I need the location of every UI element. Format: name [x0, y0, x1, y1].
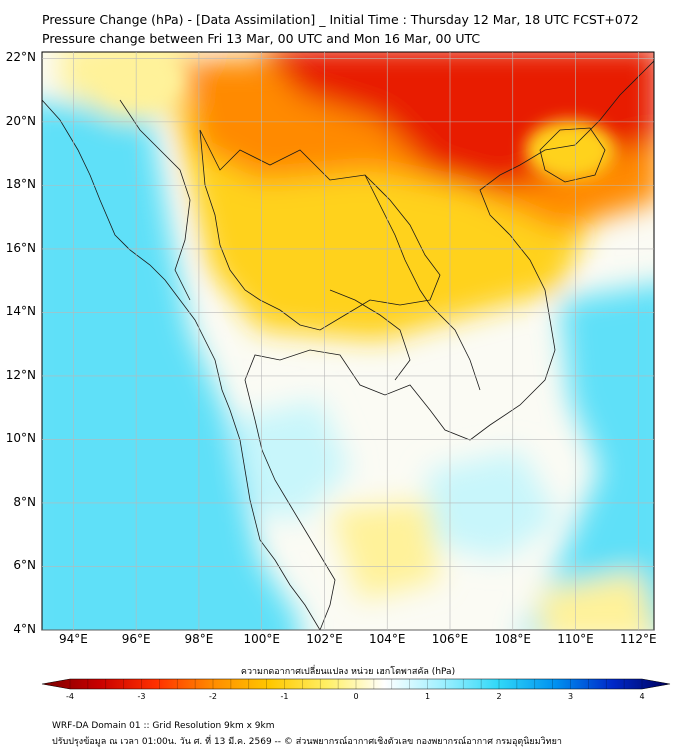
lat-label: 18°N — [5, 177, 36, 192]
lat-label: 8°N — [13, 494, 36, 509]
colorbar-tick-label: -3 — [137, 692, 146, 701]
colorbar-tick-label: 0 — [353, 692, 359, 701]
lon-label: 94°E — [58, 632, 88, 646]
lon-label: 104°E — [368, 632, 406, 646]
pressure-field — [42, 52, 654, 630]
lat-label: 20°N — [5, 113, 36, 128]
lat-label: 16°N — [5, 240, 36, 255]
slight-rise-area-gulf — [420, 450, 560, 560]
lat-label: 6°N — [13, 558, 36, 573]
lon-label: 102°E — [306, 632, 343, 646]
border-myanmar — [119, 99, 191, 301]
footer-update-info: ปรับปรุงข้อมูล ณ เวลา 01:00น. วัน ศ. ที่… — [52, 737, 562, 747]
colorbar-tick-label: -1 — [280, 692, 289, 701]
slight-fall-area-south — [330, 500, 440, 600]
colorbar-tick-label: 3 — [567, 692, 574, 701]
colorbar-tick-label: 4 — [639, 692, 645, 701]
slight-fall-area-southeast — [540, 570, 654, 630]
rise-area-west — [42, 101, 300, 630]
lon-label: 100°E — [243, 632, 280, 646]
border-laos-vietnam — [364, 174, 481, 391]
coastline-east — [244, 60, 654, 630]
lon-label: 108°E — [494, 632, 532, 646]
colorbar-tick-label: -2 — [209, 692, 217, 701]
coastlines — [42, 60, 654, 630]
border-cambodia — [329, 289, 411, 381]
coastline-west — [42, 99, 321, 630]
lat-label: 10°N — [5, 431, 36, 446]
colorbar-tick-label: 1 — [424, 692, 431, 701]
footer-model-info: WRF-DA Domain 01 :: Grid Resolution 9km … — [52, 721, 275, 731]
slight-rise-area-andaman — [230, 400, 350, 520]
coastline-hainan — [539, 127, 606, 183]
lon-label: 112°E — [620, 632, 657, 646]
lon-label: 96°E — [121, 632, 151, 646]
lat-label: 4°N — [13, 622, 36, 636]
colorbar-label: ความกดอากาศเปลี่ยนแปลง หน่วย เฮกโตพาสคัล… — [240, 667, 456, 677]
lat-label: 14°N — [5, 304, 36, 319]
north-west-pale-patch — [100, 55, 180, 105]
rise-area-east — [525, 284, 654, 630]
lat-label: 22°N — [5, 50, 36, 65]
chart-title: Pressure Change (hPa) - [Data Assimilati… — [42, 12, 639, 27]
lon-label: 110°E — [557, 632, 594, 646]
lon-label: 106°E — [431, 632, 469, 646]
hainan-fall-patch — [525, 120, 615, 180]
border-thailand-north-northeast — [199, 129, 441, 331]
chart-subtitle: Pressure change between Fri 13 Mar, 00 U… — [42, 31, 481, 46]
lat-label: 12°N — [5, 367, 36, 382]
graticule — [42, 52, 654, 631]
pressure-change-map — [41, 51, 655, 631]
colorbar-tick-label: 2 — [496, 692, 502, 701]
colorbar-tick-label: -4 — [66, 692, 74, 701]
lon-label: 98°E — [184, 632, 214, 646]
